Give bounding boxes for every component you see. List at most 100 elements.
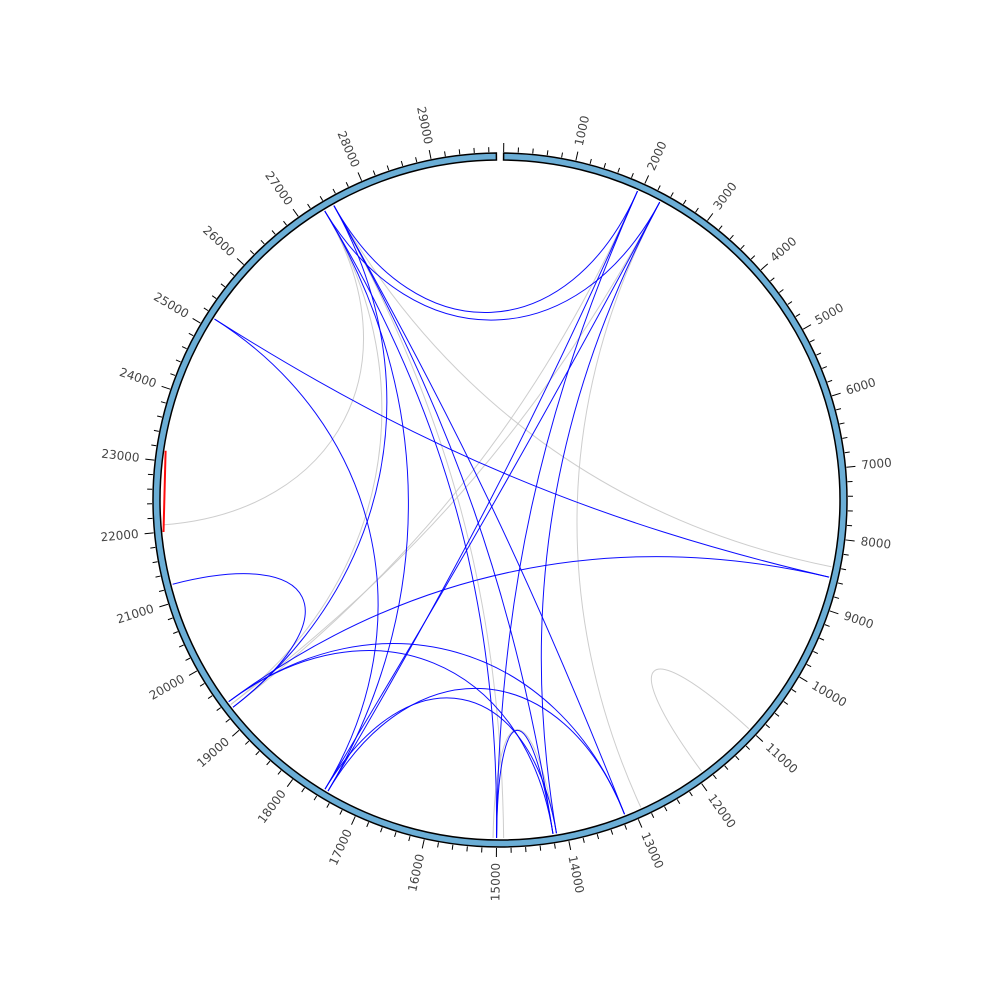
minor-tick — [332, 188, 336, 194]
minor-tick — [345, 182, 349, 187]
minor-tick — [451, 844, 454, 850]
chord-link — [228, 556, 830, 703]
tick-label: 27000 — [262, 169, 296, 208]
minor-tick — [167, 617, 173, 621]
genome-ideogram — [152, 152, 848, 848]
minor-tick — [307, 203, 311, 209]
major-tick — [644, 175, 650, 184]
minor-tick — [712, 774, 717, 780]
minor-tick — [651, 813, 655, 818]
major-tick — [144, 532, 154, 535]
tick-label: 8000 — [860, 534, 892, 551]
tick-label: 7000 — [861, 455, 893, 472]
minor-tick — [249, 250, 255, 255]
minor-tick — [682, 199, 687, 205]
minor-tick — [695, 207, 699, 213]
minor-tick — [283, 220, 287, 226]
tick-label: 12000 — [705, 791, 739, 830]
major-tick — [701, 783, 708, 792]
major-tick — [231, 729, 240, 737]
minor-tick — [175, 359, 181, 363]
minor-tick — [657, 185, 661, 191]
chord-link — [324, 697, 557, 834]
minor-tick — [326, 802, 330, 808]
chord-link — [333, 205, 832, 568]
minor-tick — [181, 346, 187, 350]
minor-tick — [816, 352, 822, 356]
minor-tick — [839, 422, 845, 425]
minor-tick — [554, 843, 556, 849]
minor-tick — [729, 234, 734, 240]
tick-label: 22000 — [100, 527, 139, 545]
minor-tick — [458, 149, 461, 155]
tick-label: 1000 — [572, 114, 592, 147]
chord-link — [333, 205, 554, 834]
tick-label: 24000 — [118, 365, 159, 390]
major-tick — [357, 172, 363, 181]
chord-link — [214, 318, 830, 578]
major-tick — [145, 458, 155, 461]
chord-link — [324, 201, 661, 790]
chord-link — [324, 210, 409, 792]
tick-label: 2000 — [644, 139, 669, 173]
minor-tick — [152, 561, 158, 564]
chord-link — [214, 318, 379, 790]
tick-label: 20000 — [147, 672, 187, 703]
tick-label: 4000 — [767, 234, 799, 265]
minor-tick — [745, 745, 751, 750]
minor-tick — [834, 596, 840, 599]
major-tick — [802, 324, 812, 330]
minor-tick — [765, 724, 770, 729]
minor-tick — [155, 575, 161, 578]
minor-tick — [843, 553, 849, 556]
major-tick — [575, 151, 579, 161]
minor-tick — [813, 650, 819, 655]
minor-tick — [779, 289, 784, 293]
major-tick — [188, 670, 198, 676]
minor-tick — [546, 150, 549, 156]
minor-tick — [589, 158, 592, 164]
major-tick — [428, 149, 432, 160]
tick-label: 10000 — [809, 678, 849, 709]
minor-tick — [216, 707, 222, 711]
tick-label: 23000 — [101, 447, 141, 465]
major-tick — [421, 839, 425, 849]
minor-tick — [821, 366, 828, 369]
tick-label: 15000 — [488, 863, 502, 901]
minor-tick — [724, 765, 729, 770]
minor-tick — [437, 842, 439, 848]
ideogram-layer — [152, 152, 848, 848]
major-tick — [846, 465, 856, 468]
minor-tick — [386, 165, 390, 171]
chord-link — [496, 191, 638, 838]
minor-tick — [220, 283, 226, 288]
tick-label: 25000 — [151, 290, 191, 321]
minor-tick — [266, 760, 271, 766]
chord-link — [228, 650, 554, 834]
major-tick — [755, 735, 764, 742]
minor-tick — [735, 755, 740, 761]
chord-link — [540, 201, 661, 834]
minor-tick — [207, 695, 213, 699]
chord-link — [324, 210, 498, 838]
minor-tick — [824, 624, 830, 627]
minor-tick — [750, 255, 756, 260]
tick-label: 11000 — [763, 740, 801, 776]
minor-tick — [610, 829, 614, 835]
minor-tick — [211, 295, 217, 299]
minor-tick — [158, 589, 165, 592]
chord-link — [230, 210, 383, 705]
minor-tick — [561, 152, 563, 158]
chord-link — [333, 205, 625, 815]
minor-tick — [151, 444, 157, 447]
minor-tick — [787, 301, 793, 305]
ticks-layer — [144, 143, 856, 857]
major-tick — [161, 385, 171, 390]
tick-label: 13000 — [638, 830, 666, 871]
minor-tick — [188, 332, 194, 337]
minor-tick — [819, 637, 825, 641]
chord-link — [496, 729, 554, 838]
minor-tick — [229, 271, 235, 276]
